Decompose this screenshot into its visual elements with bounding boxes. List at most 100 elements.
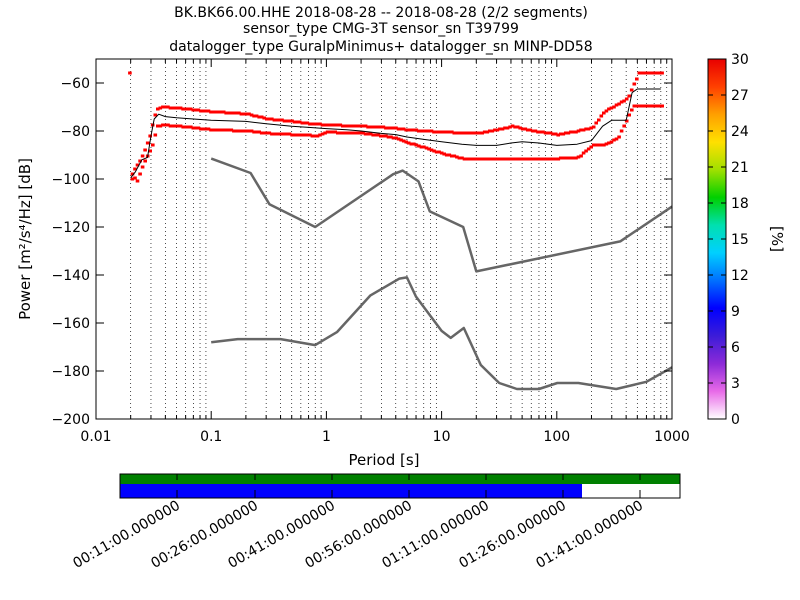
psd-coverage-bar [120, 484, 582, 498]
upper-percentile-mark [498, 127, 502, 131]
upper-percentile-mark [358, 124, 363, 128]
upper-percentile-mark [444, 130, 449, 134]
upper-percentile-mark [148, 134, 152, 138]
upper-percentile-mark [224, 111, 228, 115]
upper-percentile-mark [513, 125, 517, 129]
upper-percentile-mark [310, 122, 315, 126]
lower-percentile-mark [470, 157, 474, 161]
lower-percentile-mark [574, 156, 578, 160]
lower-percentile-mark [602, 143, 606, 147]
lower-percentile-mark [442, 152, 446, 156]
lower-percentile-mark [381, 134, 386, 138]
upper-percentile-mark [624, 97, 629, 101]
upper-percentile-mark [234, 111, 239, 115]
upper-percentile-mark [586, 127, 591, 131]
lower-percentile-mark [510, 157, 515, 161]
lower-percentile-mark [173, 124, 178, 128]
upper-percentile-mark [409, 128, 413, 132]
lower-percentile-mark [368, 132, 373, 136]
lower-percentile-mark [356, 131, 360, 135]
lower-percentile-mark [401, 139, 406, 143]
lower-percentile-mark [553, 157, 558, 161]
lower-percentile-mark [533, 157, 538, 161]
lower-percentile-mark [158, 124, 163, 128]
upper-percentile-mark [589, 126, 593, 130]
upper-percentile-mark [183, 107, 188, 111]
upper-percentile-mark [285, 119, 289, 123]
upper-percentile-mark [366, 125, 370, 129]
lower-percentile-mark [447, 153, 452, 157]
upper-percentile-mark [559, 132, 563, 136]
lower-percentile-mark [313, 134, 317, 138]
lower-percentile-mark [234, 129, 239, 133]
upper-percentile-mark [594, 121, 598, 125]
upper-percentile-mark [227, 111, 231, 115]
lower-percentile-mark [647, 104, 652, 108]
lower-percentile-mark [227, 128, 231, 132]
lower-percentile-mark [138, 172, 142, 176]
lower-percentile-mark [153, 133, 158, 137]
upper-percentile-mark [432, 130, 436, 134]
lower-percentile-mark [632, 104, 637, 108]
lower-percentile-mark [612, 138, 616, 142]
upper-percentile-mark [242, 112, 246, 116]
lower-percentile-mark [657, 104, 662, 108]
lower-percentile-mark [176, 124, 180, 128]
upper-percentile-mark [262, 116, 266, 120]
y-tick-label: −200 [52, 412, 90, 428]
lower-percentile-mark [589, 145, 593, 149]
lower-percentile-mark [655, 104, 659, 108]
lower-percentile-mark [515, 157, 520, 161]
lower-percentile-mark [343, 131, 348, 135]
upper-percentile-mark [323, 123, 327, 127]
upper-percentile-mark [216, 110, 221, 114]
lower-percentile-mark [462, 157, 467, 161]
lower-percentile-mark [581, 151, 586, 155]
lower-percentile-mark [432, 149, 436, 153]
upper-percentile-mark [181, 107, 185, 111]
upper-percentile-mark [442, 130, 446, 134]
upper-percentile-mark [569, 130, 573, 134]
upper-percentile-mark [406, 128, 411, 132]
upper-percentile-mark [270, 117, 274, 121]
upper-percentile-mark [333, 123, 337, 127]
upper-percentile-mark [247, 112, 251, 116]
lower-percentile-mark [168, 124, 173, 128]
upper-percentile-mark [614, 103, 619, 107]
lower-percentile-mark [338, 131, 343, 135]
lower-percentile-mark [285, 132, 289, 136]
upper-percentile-mark [579, 128, 583, 132]
lower-percentile-mark [171, 124, 175, 128]
colorbar-tick-label: 9 [731, 304, 740, 320]
lower-percentile-mark [366, 132, 370, 136]
lower-percentile-mark [630, 108, 634, 112]
upper-percentile-mark [318, 122, 322, 126]
lower-percentile-mark [483, 157, 487, 161]
lower-percentile-mark [211, 128, 216, 132]
upper-percentile-mark [292, 120, 297, 124]
lower-percentile-mark [607, 141, 611, 145]
lower-percentile-mark [480, 157, 484, 161]
upper-percentile-mark [303, 121, 307, 125]
upper-percentile-mark [490, 129, 495, 133]
upper-percentile-mark [424, 129, 429, 133]
colorbar-tick-label: 3 [731, 376, 740, 392]
lower-percentile-mark [576, 155, 581, 159]
upper-percentile-mark [629, 88, 634, 92]
upper-percentile-mark [500, 127, 505, 131]
lower-percentile-mark [467, 157, 472, 161]
colorbar-tick-label: 0 [731, 412, 740, 428]
lower-percentile-mark [277, 132, 282, 136]
colorbar-ticks: 0 3 6 9 12 15 18 21 24 27 30 [708, 52, 749, 428]
upper-percentile-mark [515, 125, 520, 129]
upper-percentile-mark [609, 106, 614, 110]
lower-percentile-mark [183, 125, 188, 129]
lower-percentile-mark [348, 131, 353, 135]
lower-percentile-mark [591, 143, 596, 147]
lower-percentile-mark [386, 135, 391, 139]
upper-percentile-mark [645, 71, 649, 75]
lower-percentile-mark [599, 143, 604, 147]
upper-percentile-mark [379, 125, 383, 129]
lower-percentile-mark [619, 129, 624, 133]
upper-percentile-mark [650, 71, 654, 75]
